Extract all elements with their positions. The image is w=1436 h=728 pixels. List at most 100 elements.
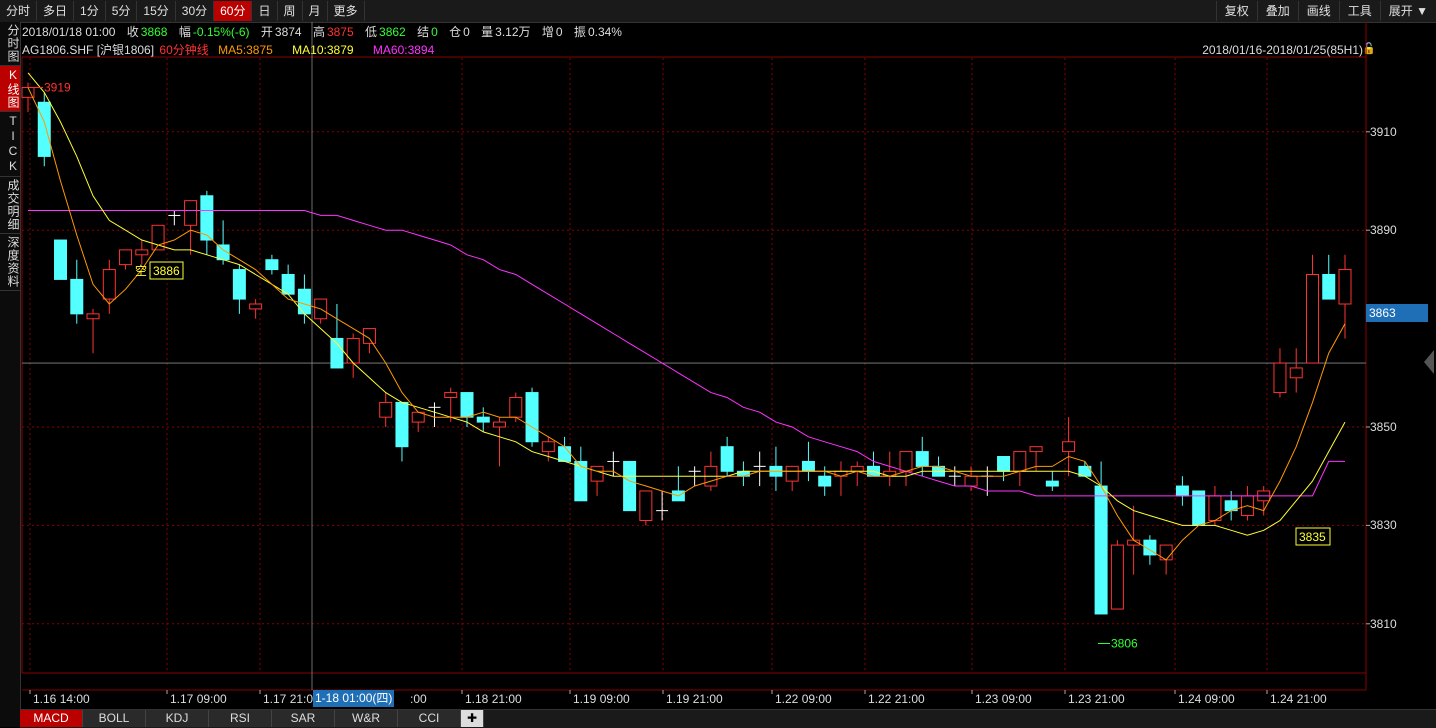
ma5-line [27, 87, 1346, 561]
indicator-tab-4[interactable]: SAR [272, 710, 335, 727]
tool-button-4[interactable]: 展开 ▼ [1379, 1, 1436, 21]
candle-body-79 [1305, 273, 1319, 364]
tool-button-1[interactable]: 叠加 [1256, 1, 1298, 21]
x-tick-label-11: 1.24 21:00 [1270, 692, 1327, 706]
info-datetime: 2018/01/18 01:00 [22, 25, 116, 39]
tool-button-2[interactable]: 画线 [1297, 1, 1339, 21]
candle-body-43 [720, 446, 734, 472]
candle-body-11 [200, 195, 214, 241]
indicator-tab-6[interactable]: CCI [398, 710, 461, 727]
period-tab-6[interactable]: 60分 [214, 1, 253, 21]
indicator-tab-0[interactable]: MACD [20, 710, 83, 727]
cursor-time-text: 1-18 01:00(四) [315, 691, 393, 705]
candle-body-48 [801, 460, 815, 472]
chart-frame [21, 56, 1367, 674]
view-sidebar: 分时图 K线图 TICK 成交明细 深度资料 [0, 22, 21, 727]
sidebar-item-1[interactable]: K线图 [0, 66, 20, 112]
tool-button-0[interactable]: 复权 [1215, 1, 1257, 21]
short-price-label: 3886 [153, 264, 180, 278]
expand-arrow-icon[interactable] [1424, 350, 1434, 374]
period-tab-10[interactable]: 更多 [328, 1, 365, 21]
x-tick-label-7: 1.22 21:00 [868, 692, 925, 706]
candle-body-15 [265, 259, 279, 271]
info-open: 3874 [274, 25, 302, 39]
indicator-tab-5[interactable]: W&R [335, 710, 398, 727]
info-change-label: 幅 [178, 25, 191, 39]
ma60-value: MA60:3894 [372, 43, 435, 57]
candle-body-35 [590, 465, 604, 482]
candle-body-54 [899, 451, 913, 472]
period-name: 60分钟线 [159, 43, 209, 57]
info-open-label: 开 [260, 25, 273, 39]
period-tab-4[interactable]: 15分 [137, 1, 176, 21]
end-price-label: 3835 [1299, 530, 1326, 544]
sidebar-item-4[interactable]: 深度资料 [0, 234, 20, 291]
indicator-tab-3[interactable]: RSI [209, 710, 272, 727]
date-range: 2018/01/16-2018/01/25(85H1) [1202, 43, 1363, 57]
indicator-tab-1[interactable]: BOLL [83, 710, 146, 727]
current-price-tag: 3863 [1366, 304, 1428, 322]
period-tab-9[interactable]: 月 [303, 1, 328, 21]
period-tab-0[interactable]: 分时 [0, 1, 38, 21]
candle-body-1 [37, 101, 51, 157]
candle-body-27 [460, 392, 474, 418]
candle-body-21 [362, 328, 376, 344]
candle-body-49 [818, 475, 832, 487]
end-price-box [1295, 527, 1331, 546]
candle-body-78 [1289, 367, 1303, 379]
indicator-tab-2[interactable]: KDJ [146, 710, 209, 727]
period-tab-5[interactable]: 30分 [176, 1, 215, 21]
x-tick-label-8: 1.23 09:00 [975, 692, 1032, 706]
info-oi-label: 仓 [449, 25, 462, 39]
candle-body-14 [249, 303, 263, 310]
period-tabs: 分时 多日 1分 5分 15分 30分 60分日周月更多 [0, 0, 365, 22]
symbol-name: AG1806.SHF [沪银1806] [22, 43, 155, 57]
indicator-tab-7[interactable]: ✚ [461, 710, 484, 727]
candle-body-30 [509, 396, 523, 418]
sidebar-item-2[interactable]: TICK [0, 112, 20, 177]
candle-body-73 [1208, 495, 1222, 521]
candle-body-33 [558, 446, 572, 462]
indicator-tabs: MACD BOLL KDJ RSI SAR W&R CCI ✚ [20, 709, 1436, 728]
ma10-line [27, 72, 1346, 536]
y-tick-label-2: 3850 [1370, 420, 1397, 434]
period-tab-2[interactable]: 1分 [74, 1, 106, 21]
candle-body-37 [623, 460, 637, 512]
y-tick-label-0: 3910 [1370, 124, 1397, 139]
candle-body-38 [639, 490, 653, 521]
candle-body-81 [1338, 269, 1352, 305]
candle-body-10 [184, 200, 198, 226]
period-tab-8[interactable]: 周 [278, 1, 303, 21]
candle-body-61 [1013, 451, 1027, 472]
period-tab-1[interactable]: 多日 [37, 1, 75, 21]
candle-body-47 [785, 465, 799, 482]
period-tab-7[interactable]: 日 [252, 1, 278, 21]
info-close-label: 收 [126, 25, 139, 39]
tool-buttons: 复权 叠加 画线 工具 展开 ▼ [1215, 0, 1436, 22]
y-tick-label-3: 3830 [1370, 518, 1397, 533]
info-close: 3868 [140, 25, 168, 39]
candle-body-2 [54, 239, 68, 280]
y-tick-label-1: 3890 [1370, 223, 1397, 238]
candle-body-77 [1273, 362, 1287, 394]
candle-body-80 [1322, 273, 1336, 300]
y-tick-label-4: 3810 [1370, 616, 1397, 631]
candle-body-44 [736, 470, 750, 477]
low-mark-label: 3806 [1111, 636, 1138, 650]
x-tick-label-0: 1.16 14:00 [33, 692, 90, 706]
ma60-line [28, 210, 1345, 497]
tool-button-3[interactable]: 工具 [1338, 1, 1380, 21]
sidebar-item-0[interactable]: 分时图 [0, 22, 20, 66]
candle-body-58 [964, 475, 978, 487]
period-tab-3[interactable]: 5分 [106, 1, 138, 21]
cursor-time-label: 1-18 01:00(四) [313, 690, 395, 707]
x-tick-label-4: 1.19 09:00 [573, 692, 630, 706]
sidebar-item-3[interactable]: 成交明细 [0, 177, 20, 234]
candle-body-22 [379, 401, 393, 418]
candle-body-29 [493, 421, 507, 428]
info-high-label: 高 [312, 25, 325, 39]
x-tick-label-6: 1.22 09:00 [775, 692, 832, 706]
candle-body-55 [915, 451, 929, 467]
candle-body-23 [395, 401, 409, 448]
